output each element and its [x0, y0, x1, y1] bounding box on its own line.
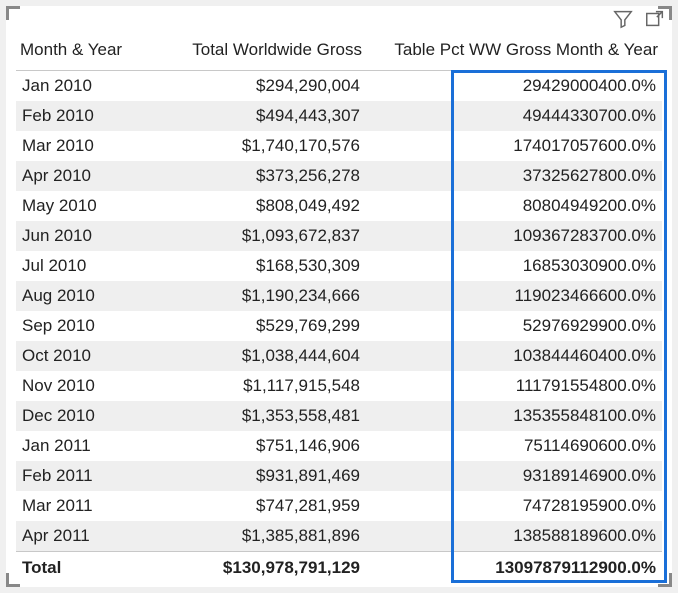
data-table: Month & Year Total Worldwide Gross Table… [16, 34, 662, 584]
cell-month: Feb 2010 [16, 101, 156, 131]
table-row[interactable]: Aug 2010$1,190,234,666119023466600.0% [16, 281, 662, 311]
cell-month: Dec 2010 [16, 401, 156, 431]
total-pct: 13097879112900.0% [366, 552, 662, 585]
cell-pct: 29429000400.0% [366, 71, 662, 102]
cell-pct: 174017057600.0% [366, 131, 662, 161]
table-row[interactable]: Mar 2011$747,281,95974728195900.0% [16, 491, 662, 521]
cell-pct: 103844460400.0% [366, 341, 662, 371]
focus-mode-icon[interactable] [644, 8, 666, 30]
cell-month: Mar 2011 [16, 491, 156, 521]
table-row[interactable]: Mar 2010$1,740,170,576174017057600.0% [16, 131, 662, 161]
cell-gross: $529,769,299 [156, 311, 366, 341]
cell-gross: $1,093,672,837 [156, 221, 366, 251]
cell-pct: 119023466600.0% [366, 281, 662, 311]
total-gross: $130,978,791,129 [156, 552, 366, 585]
selection-corner-tl [6, 6, 20, 20]
cell-gross: $751,146,906 [156, 431, 366, 461]
col-header-month[interactable]: Month & Year [16, 34, 156, 71]
table-body: Jan 2010$294,290,00429429000400.0%Feb 20… [16, 71, 662, 552]
cell-pct: 37325627800.0% [366, 161, 662, 191]
table-row[interactable]: Nov 2010$1,117,915,548111791554800.0% [16, 371, 662, 401]
cell-pct: 109367283700.0% [366, 221, 662, 251]
filter-icon[interactable] [612, 8, 634, 30]
total-row: Total $130,978,791,129 13097879112900.0% [16, 552, 662, 585]
cell-pct: 135355848100.0% [366, 401, 662, 431]
header-row: Month & Year Total Worldwide Gross Table… [16, 34, 662, 71]
table-row[interactable]: May 2010$808,049,49280804949200.0% [16, 191, 662, 221]
total-label: Total [16, 552, 156, 585]
cell-gross: $1,740,170,576 [156, 131, 366, 161]
cell-gross: $1,385,881,896 [156, 521, 366, 552]
cell-gross: $294,290,004 [156, 71, 366, 102]
cell-month: Jan 2010 [16, 71, 156, 102]
cell-gross: $1,038,444,604 [156, 341, 366, 371]
cell-pct: 74728195900.0% [366, 491, 662, 521]
cell-pct: 93189146900.0% [366, 461, 662, 491]
cell-gross: $931,891,469 [156, 461, 366, 491]
table-row[interactable]: Feb 2010$494,443,30749444330700.0% [16, 101, 662, 131]
cell-gross: $747,281,959 [156, 491, 366, 521]
cell-gross: $494,443,307 [156, 101, 366, 131]
cell-pct: 80804949200.0% [366, 191, 662, 221]
col-header-gross[interactable]: Total Worldwide Gross [156, 34, 366, 71]
cell-gross: $168,530,309 [156, 251, 366, 281]
visual-toolbar [612, 8, 666, 30]
cell-month: Mar 2010 [16, 131, 156, 161]
table-row[interactable]: Jan 2010$294,290,00429429000400.0% [16, 71, 662, 102]
cell-gross: $808,049,492 [156, 191, 366, 221]
table-row[interactable]: Jul 2010$168,530,30916853030900.0% [16, 251, 662, 281]
table-row[interactable]: Feb 2011$931,891,46993189146900.0% [16, 461, 662, 491]
cell-pct: 16853030900.0% [366, 251, 662, 281]
table-row[interactable]: Dec 2010$1,353,558,481135355848100.0% [16, 401, 662, 431]
table-row[interactable]: Apr 2011$1,385,881,896138588189600.0% [16, 521, 662, 552]
col-header-pct[interactable]: Table Pct WW Gross Month & Year [366, 34, 662, 71]
cell-month: Feb 2011 [16, 461, 156, 491]
cell-pct: 52976929900.0% [366, 311, 662, 341]
cell-gross: $1,190,234,666 [156, 281, 366, 311]
cell-month: Apr 2010 [16, 161, 156, 191]
cell-month: Jul 2010 [16, 251, 156, 281]
cell-gross: $373,256,278 [156, 161, 366, 191]
cell-month: Sep 2010 [16, 311, 156, 341]
cell-month: Jan 2011 [16, 431, 156, 461]
cell-pct: 138588189600.0% [366, 521, 662, 552]
cell-month: Jun 2010 [16, 221, 156, 251]
table-row[interactable]: Jan 2011$751,146,90675114690600.0% [16, 431, 662, 461]
table-container: Month & Year Total Worldwide Gross Table… [16, 34, 662, 581]
cell-month: May 2010 [16, 191, 156, 221]
table-visual: Month & Year Total Worldwide Gross Table… [6, 6, 672, 587]
table-row[interactable]: Jun 2010$1,093,672,837109367283700.0% [16, 221, 662, 251]
cell-pct: 49444330700.0% [366, 101, 662, 131]
cell-month: Aug 2010 [16, 281, 156, 311]
table-row[interactable]: Oct 2010$1,038,444,604103844460400.0% [16, 341, 662, 371]
table-row[interactable]: Apr 2010$373,256,27837325627800.0% [16, 161, 662, 191]
cell-pct: 111791554800.0% [366, 371, 662, 401]
cell-pct: 75114690600.0% [366, 431, 662, 461]
cell-gross: $1,117,915,548 [156, 371, 366, 401]
cell-month: Oct 2010 [16, 341, 156, 371]
table-row[interactable]: Sep 2010$529,769,29952976929900.0% [16, 311, 662, 341]
cell-month: Apr 2011 [16, 521, 156, 552]
cell-gross: $1,353,558,481 [156, 401, 366, 431]
cell-month: Nov 2010 [16, 371, 156, 401]
